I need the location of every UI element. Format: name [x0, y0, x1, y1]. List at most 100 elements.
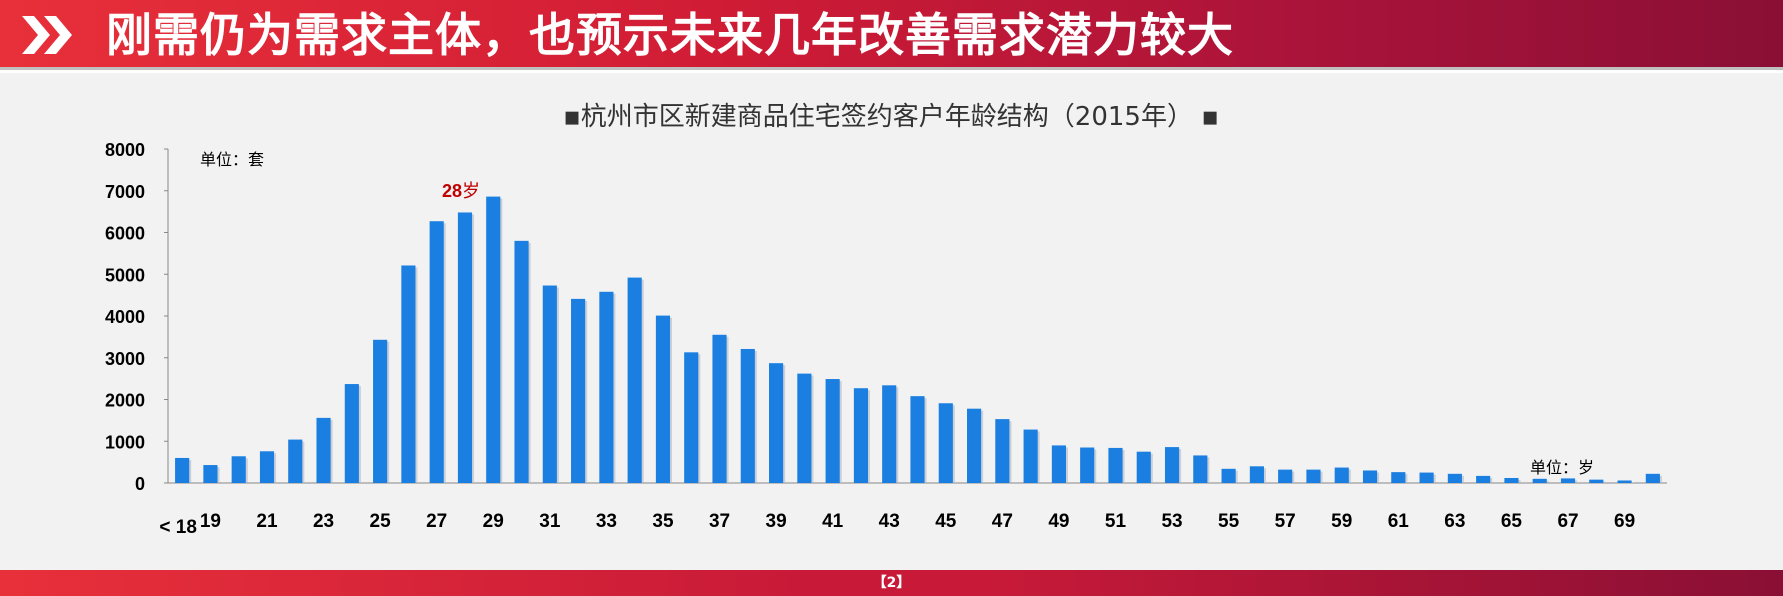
bar	[740, 348, 755, 483]
header-bar: 刚需仍为需求主体，也预示未来几年改善需求潜力较大	[0, 0, 1783, 70]
bar	[486, 196, 501, 483]
x-tick-label: 25	[370, 511, 392, 532]
bar	[259, 451, 275, 483]
bar	[1645, 473, 1660, 483]
y-tick-label: 3000	[105, 349, 145, 369]
bar	[1617, 480, 1632, 483]
y-tick-label: 6000	[105, 224, 145, 244]
bar	[797, 373, 812, 483]
bar	[882, 385, 897, 483]
x-tick-label: 31	[539, 511, 561, 532]
page-title: 刚需仍为需求主体，也预示未来几年改善需求潜力较大	[106, 8, 1234, 62]
y-tick-label: 7000	[105, 182, 145, 202]
bar	[1249, 466, 1264, 483]
bar	[1221, 468, 1236, 483]
x-tick-label: 51	[1105, 511, 1127, 532]
bar	[1136, 451, 1151, 483]
y-tick-label: 4000	[105, 307, 145, 327]
x-tick-label: < 18	[159, 517, 197, 538]
chart-title: ▪杭州市区新建商品住宅签约客户年龄结构（2015年） ▪	[563, 102, 1219, 132]
y-unit-label: 单位：套	[200, 150, 264, 169]
bar	[1476, 475, 1491, 483]
peak-annotation-unit: 岁	[462, 181, 480, 201]
bar	[1023, 429, 1038, 483]
bar	[938, 403, 953, 483]
x-tick-label: 63	[1444, 511, 1465, 532]
y-tick-label: 8000	[105, 140, 145, 160]
x-unit-label: 单位：岁	[1530, 458, 1594, 477]
page-number: 【2】	[872, 575, 911, 591]
x-tick-label: 21	[256, 511, 278, 532]
x-tick-label: 39	[766, 511, 787, 532]
bar	[571, 298, 586, 483]
x-tick-label: 53	[1161, 511, 1182, 532]
bar	[1080, 447, 1095, 483]
x-tick-label: 55	[1218, 511, 1240, 532]
bar	[231, 456, 246, 483]
bar	[655, 315, 671, 483]
peak-annotation-value: 28	[442, 181, 462, 201]
bar	[344, 384, 359, 483]
y-tick-label: 1000	[105, 432, 145, 452]
bar	[1419, 472, 1434, 483]
bar	[1447, 473, 1462, 483]
y-tick-label: 2000	[105, 391, 145, 411]
bar	[1589, 479, 1604, 483]
bar	[175, 457, 190, 483]
x-tick-label: 57	[1275, 511, 1296, 532]
bar	[457, 212, 473, 483]
y-tick-label: 0	[135, 474, 145, 494]
bar	[995, 419, 1010, 483]
chart-panel	[0, 73, 1783, 570]
x-tick-label: 35	[652, 511, 674, 532]
x-tick-label: 29	[483, 511, 504, 532]
x-tick-label: 43	[879, 511, 900, 532]
bar	[853, 388, 869, 483]
bar	[514, 240, 529, 483]
bar	[627, 277, 642, 483]
bar	[1193, 455, 1208, 483]
bar	[966, 408, 982, 483]
x-tick-label: 61	[1388, 511, 1410, 532]
bar	[373, 339, 388, 483]
x-tick-label: 47	[992, 511, 1013, 532]
bar	[1306, 469, 1321, 483]
x-tick-label: 67	[1557, 511, 1578, 532]
bar	[1108, 447, 1123, 483]
x-tick-label: 69	[1614, 511, 1635, 532]
bar	[203, 465, 218, 483]
x-tick-label: 33	[596, 511, 617, 532]
x-tick-label: 45	[935, 511, 957, 532]
y-tick-label: 5000	[105, 265, 145, 285]
x-tick-label: 19	[200, 511, 221, 532]
bar	[1532, 478, 1547, 483]
bar	[712, 334, 727, 483]
x-tick-label: 65	[1501, 511, 1523, 532]
bar	[542, 285, 557, 483]
x-tick-label: 27	[426, 511, 447, 532]
bar	[316, 417, 331, 483]
x-tick-label: 59	[1331, 511, 1352, 532]
bar	[1278, 469, 1293, 483]
double-chevron-right-icon	[22, 16, 72, 54]
bar	[825, 379, 840, 483]
x-tick-label: 49	[1048, 511, 1069, 532]
x-tick-label: 23	[313, 511, 334, 532]
footer-bar: 【2】	[0, 570, 1783, 596]
bar	[1560, 478, 1576, 483]
bar	[684, 352, 699, 483]
bar	[1334, 467, 1349, 483]
bar	[1391, 472, 1406, 483]
bar	[1164, 447, 1180, 483]
bar	[1504, 477, 1519, 483]
x-tick-label: 41	[822, 511, 844, 532]
bar	[429, 221, 444, 484]
bar-chart: ▪杭州市区新建商品住宅签约客户年龄结构（2015年） ▪ 0 1000 2000 300…	[105, 102, 1667, 538]
bar	[1362, 470, 1378, 483]
x-tick-label: 37	[709, 511, 730, 532]
bar	[599, 291, 614, 483]
bar	[288, 439, 303, 483]
bar	[769, 363, 784, 483]
bar	[401, 265, 416, 483]
peak-annotation: 28岁	[442, 181, 480, 201]
